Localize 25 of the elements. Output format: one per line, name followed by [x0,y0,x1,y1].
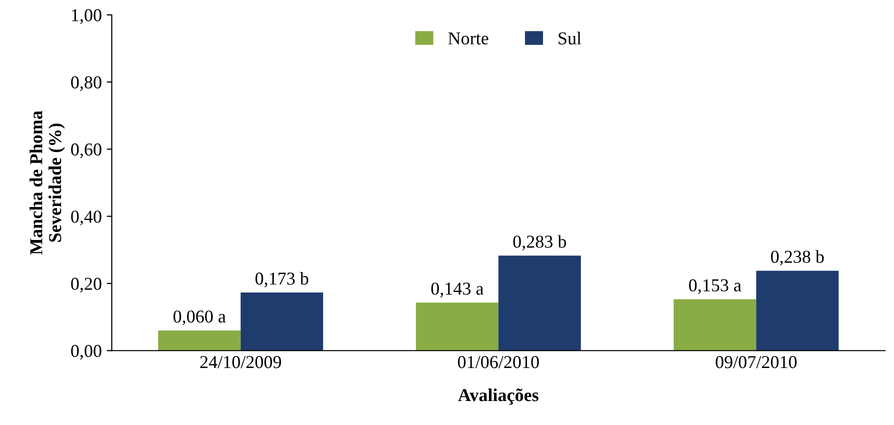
data-label: 0,060 a [174,310,226,326]
x-tick-label: 09/07/2010 [716,356,797,368]
data-label: 0,173 b [255,272,308,288]
y-tick-label: 0,00 [71,344,102,360]
y-tick-label: 0,60 [71,143,102,158]
legend-label: Sul [558,32,582,44]
bar [756,270,839,351]
y-tick-label: 1,00 [72,9,102,24]
data-label: 0,143 a [431,282,484,298]
x-tick-label: 24/10/2009 [200,356,282,368]
data-label: 0,238 b [771,250,824,266]
x-axis-title: Avaliações [458,388,538,405]
data-label: 0,153 a [689,279,742,294]
bar [416,302,498,351]
legend-label: Norte [448,32,488,44]
y-axis-title: Mancha de Phoma Severidade (%) [30,110,65,255]
y-tick-label: 0,40 [71,210,102,226]
y-tick-label: 0,80 [71,76,102,92]
x-tick-label: 01/06/2010 [458,356,539,368]
bar [674,299,756,351]
bar [240,292,324,351]
y-tick-label: 0,20 [71,278,102,293]
bar [158,330,241,351]
data-label: 0,283 b [513,235,566,250]
bar [498,256,581,351]
